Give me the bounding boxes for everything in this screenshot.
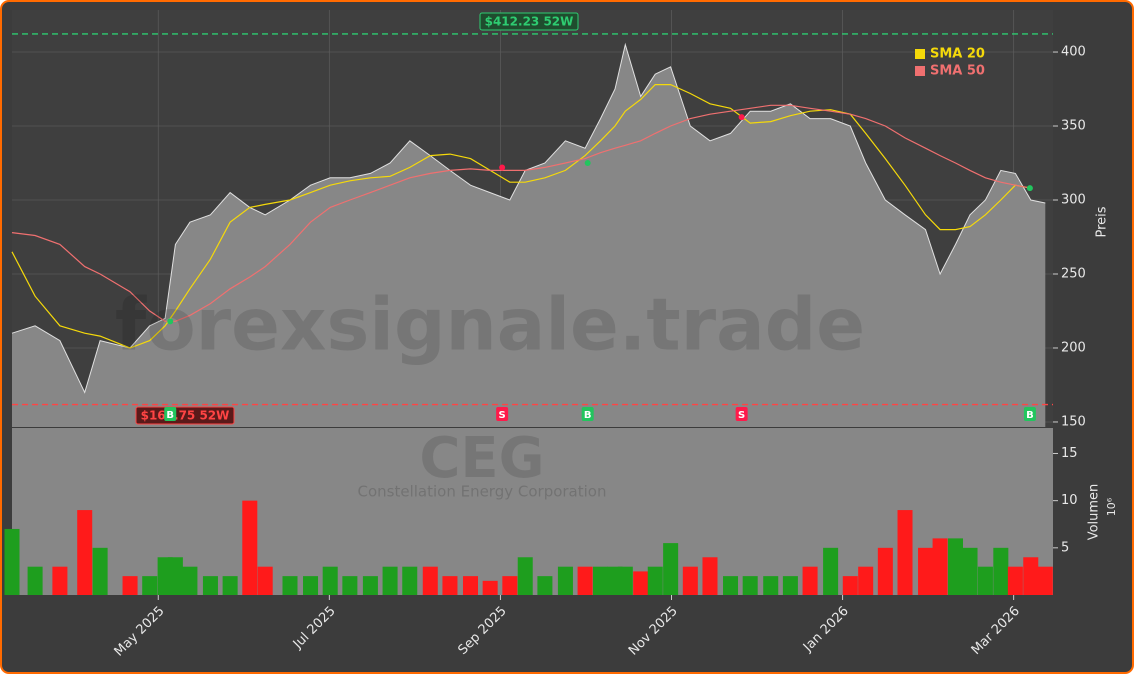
high-label: $412.23 52W <box>485 15 574 29</box>
volume-bar <box>877 547 893 595</box>
y-tick-label: 250 <box>1061 266 1086 281</box>
signal-point <box>584 160 591 167</box>
volume-bar <box>142 576 158 595</box>
volume-bar <box>782 576 798 595</box>
low-label-box <box>135 406 235 425</box>
volume-bar <box>742 576 758 595</box>
volume-tick-label: 5 <box>1061 540 1069 555</box>
watermark: forexsignale.trade <box>115 283 865 367</box>
volume-bar <box>242 500 258 595</box>
signal-badge <box>164 407 177 421</box>
volume-bar <box>362 576 378 595</box>
volume-bar <box>442 576 458 595</box>
volume-bar <box>962 547 978 595</box>
volume-bar <box>77 510 93 595</box>
signal-badge <box>581 407 594 421</box>
volume-bar <box>502 576 518 595</box>
volume-bar <box>763 576 779 595</box>
volume-bar <box>202 576 218 595</box>
legend-label: SMA 20 <box>930 47 985 62</box>
plot <box>11 42 1046 427</box>
volume-bar <box>92 547 108 595</box>
volume-bar <box>282 576 298 595</box>
volume-bar <box>4 528 20 595</box>
signal-badge <box>735 407 748 421</box>
volume-bar <box>858 566 874 595</box>
sma-line <box>11 104 1031 322</box>
volume-bar <box>122 576 138 595</box>
volume-bar <box>842 576 858 595</box>
low-label: $161.75 52W <box>141 409 230 423</box>
volume-bar <box>1023 557 1039 595</box>
volume-bar <box>663 543 679 595</box>
volume-bar <box>823 547 839 595</box>
y-tick-label: 300 <box>1061 193 1086 208</box>
legend-swatch <box>915 66 925 76</box>
volume-bar <box>947 538 963 595</box>
signal-point <box>738 114 745 121</box>
volume-bar <box>222 576 238 595</box>
company: Constellation Energy Corporation <box>357 483 606 501</box>
volume-bar <box>592 566 609 595</box>
volume-bar <box>932 538 948 595</box>
legend-label: SMA 50 <box>930 64 985 79</box>
signal-badge <box>1023 407 1036 421</box>
signal-label: S <box>738 410 745 421</box>
volume-bar <box>617 566 633 595</box>
volume-bar <box>557 566 573 595</box>
volume-bar <box>723 576 739 595</box>
volume-bar <box>167 557 183 595</box>
y-tick-label: 200 <box>1061 340 1086 355</box>
volume-bar <box>633 571 649 595</box>
volume-axis-label: Volumen <box>1087 484 1102 541</box>
signal-label: B <box>584 410 592 421</box>
volume-bar <box>993 547 1009 595</box>
volume-bar <box>1037 566 1053 595</box>
volume-bar <box>303 576 319 595</box>
volume-bar <box>342 576 358 595</box>
volume-bar <box>802 566 818 595</box>
volume-bar <box>537 576 553 595</box>
signal-label: B <box>166 410 174 421</box>
legend-swatch <box>915 49 925 59</box>
signal-badge <box>496 407 509 421</box>
volume-bar <box>182 566 198 595</box>
volume-bar <box>257 566 273 595</box>
volume-bar <box>702 557 718 595</box>
y-axis-label: Preis <box>1095 206 1110 237</box>
volume-bar <box>382 566 398 595</box>
volume-bar <box>918 547 934 595</box>
volume-bar <box>402 566 418 595</box>
volume-bar <box>52 566 68 595</box>
volume-tick-label: 15 <box>1061 446 1078 461</box>
volume-bar <box>1007 566 1023 595</box>
volume-bar <box>482 580 498 595</box>
volume-bar <box>577 566 593 595</box>
volume-bar <box>462 576 478 595</box>
price-area <box>12 44 1046 427</box>
sma-line <box>11 84 1031 349</box>
price-line <box>11 42 1046 394</box>
signal-label: B <box>1026 410 1034 421</box>
signal-label: S <box>499 410 506 421</box>
y-tick-label: 350 <box>1061 119 1086 134</box>
signal-point <box>1026 185 1033 192</box>
signal-point <box>499 164 506 171</box>
volume-bar <box>647 566 663 595</box>
volume-bar <box>27 566 43 595</box>
volume-bar <box>897 510 913 595</box>
volume-bar <box>682 566 698 595</box>
volume-bar <box>422 566 438 595</box>
signal-point <box>167 318 174 325</box>
volume-unit: 10⁶ <box>1105 497 1118 516</box>
volume-bar <box>977 566 993 595</box>
symbol: CEG <box>419 426 544 491</box>
high-label-box <box>479 12 579 31</box>
y-tick-label: 150 <box>1061 414 1086 429</box>
volume-tick-label: 10 <box>1061 493 1078 508</box>
volume-bar <box>517 557 533 595</box>
y-tick-label: 400 <box>1061 45 1086 60</box>
volume-bar <box>322 566 338 595</box>
